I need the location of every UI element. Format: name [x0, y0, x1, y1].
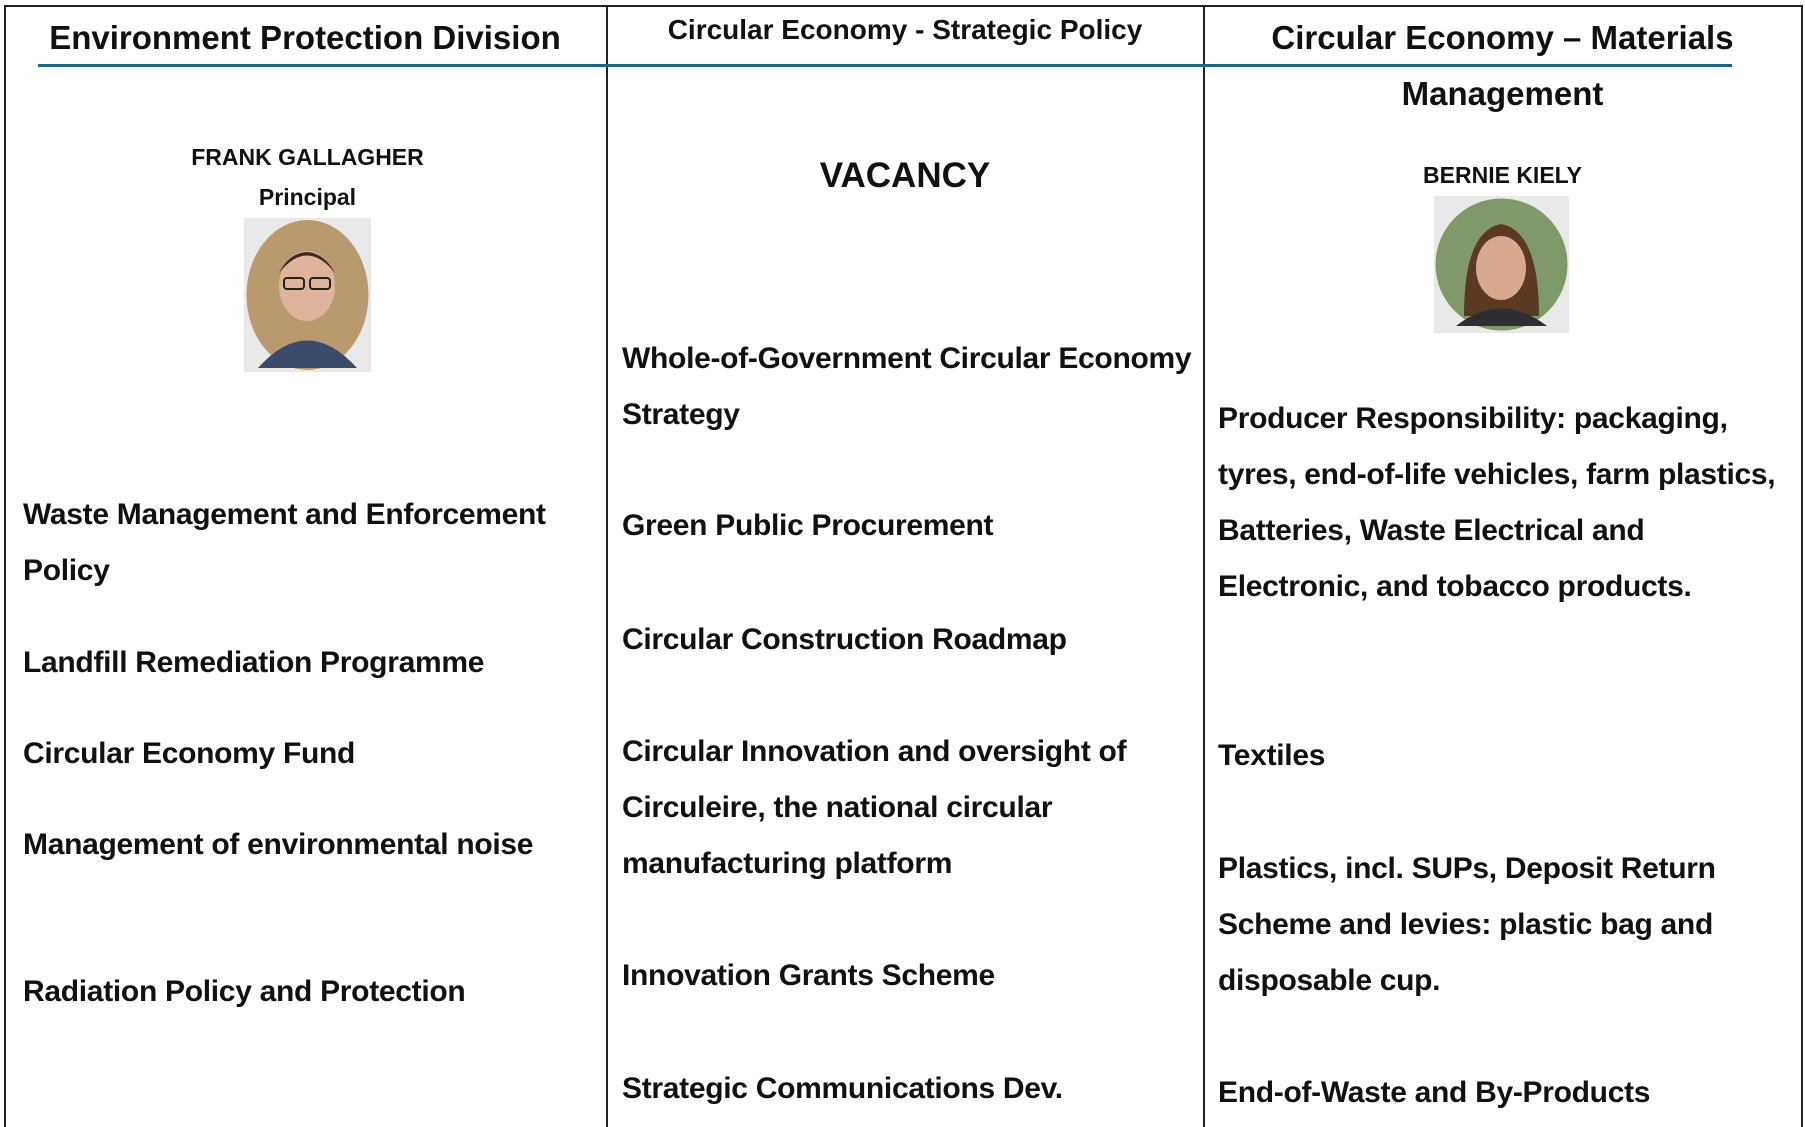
responsibility-item: Plastics, incl. SUPs, Deposit Return Sch… [1218, 852, 1716, 997]
column-border [1801, 5, 1803, 1127]
responsibility-item: Radiation Policy and Protection [23, 975, 466, 1008]
responsibility-item: Innovation Grants Scheme [622, 959, 995, 992]
responsibility-item: Circular Construction Roadmap [622, 623, 1067, 656]
person-role: Principal [258, 184, 357, 210]
top-border [5, 5, 1802, 7]
responsibility-item: Producer Responsibility: packaging, tyre… [1218, 402, 1776, 603]
header-rule [38, 64, 1732, 67]
responsibility-item: Landfill Remediation Programme [23, 646, 485, 679]
responsibility-item: Green Public Procurement [622, 509, 994, 542]
portrait-image [1435, 198, 1568, 331]
responsibility-item: End-of-Waste and By-Products [1218, 1076, 1651, 1109]
person-name: FRANK GALLAGHER [191, 144, 424, 170]
responsibility-item: Management of environmental noise [23, 828, 534, 861]
responsibility-item: Textiles [1218, 739, 1326, 772]
responsibility-item: Whole-of-Government Circular Economy Str… [622, 342, 1192, 431]
column-border [1203, 5, 1205, 1127]
vacancy: VACANCY [819, 156, 991, 195]
column-border [606, 5, 608, 1127]
column-header: Circular Economy - Strategic Policy [667, 14, 1143, 45]
portrait [1434, 196, 1569, 333]
responsibility-item: Circular Innovation and oversight of Cir… [622, 735, 1127, 880]
column-header: Circular Economy – Materials Management [1271, 19, 1734, 112]
column-header: Environment Protection Division [49, 19, 561, 56]
responsibility-item: Waste Management and Enforcement Policy [23, 498, 546, 587]
responsibility-item: Strategic Communications Dev. [622, 1072, 1063, 1105]
column-border [4, 5, 6, 1127]
person-name: BERNIE KIELY [1423, 162, 1582, 188]
portrait-image [246, 220, 369, 370]
responsibility-item: Circular Economy Fund [23, 737, 356, 770]
portrait [244, 218, 371, 372]
